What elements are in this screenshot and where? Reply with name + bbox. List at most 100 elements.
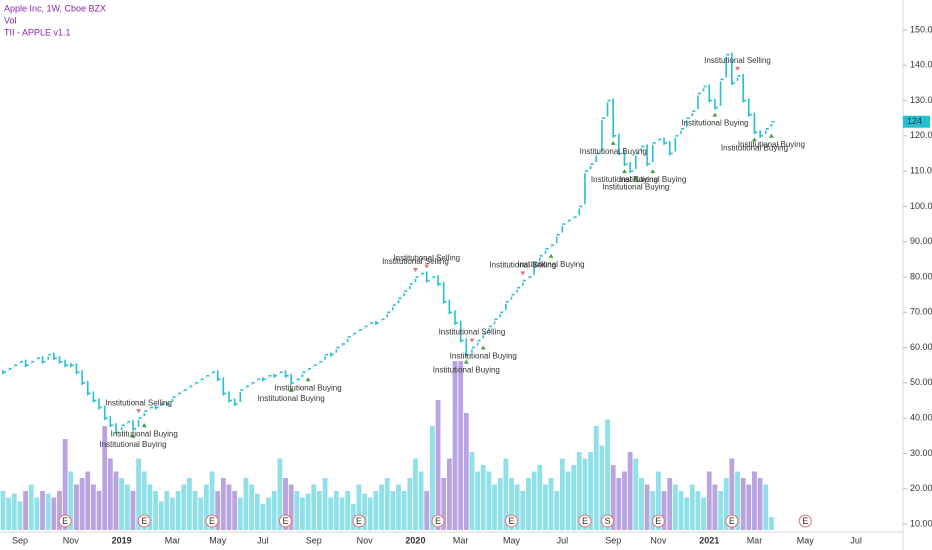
event-marker — [798, 514, 812, 528]
event-label: E — [435, 516, 441, 526]
price-bar — [668, 140, 673, 156]
price-bar — [143, 410, 148, 417]
price-bar — [397, 297, 402, 304]
sell-marker — [424, 264, 430, 269]
buy-marker — [610, 140, 616, 145]
volume-bar — [723, 478, 729, 530]
event-marker — [505, 514, 518, 528]
y-tick-label: 50.00 — [910, 377, 932, 387]
price-bar — [578, 205, 583, 216]
y-tick-label: 40.00 — [910, 413, 932, 423]
volume-bar — [220, 478, 226, 530]
volume-bar — [407, 478, 413, 530]
x-tick-label: Nov — [357, 535, 374, 545]
x-tick-label: Jul — [850, 535, 862, 545]
price-bar — [725, 53, 730, 78]
volume-bar — [559, 458, 565, 530]
volume-bar — [300, 497, 305, 530]
event-marker — [725, 514, 739, 528]
buy-marker — [480, 345, 486, 350]
volume-bar — [497, 478, 503, 530]
x-tick-label: Mar — [747, 535, 763, 545]
volume-bar — [384, 478, 390, 530]
price-bar — [646, 144, 651, 167]
price-bar — [629, 162, 634, 174]
price-bar — [685, 117, 690, 127]
volume-bar — [158, 501, 164, 530]
buy-marker — [650, 169, 656, 174]
price-bar — [98, 398, 103, 410]
price-bar — [126, 420, 131, 424]
event-label: E — [62, 516, 68, 526]
indicator-label: TII - APPLE v1.1 — [4, 27, 71, 37]
volume-bar — [701, 497, 706, 530]
price-bar — [431, 276, 436, 279]
price-bar — [719, 78, 724, 106]
volume-bar — [373, 491, 379, 530]
price-bar — [341, 343, 345, 347]
price-bar — [533, 262, 538, 275]
price-bar — [488, 325, 492, 332]
event-label: E — [141, 516, 147, 526]
volume-bar — [735, 471, 740, 530]
buy-marker — [130, 433, 136, 438]
y-tick-label: 100.00 — [910, 201, 932, 211]
price-bar — [352, 332, 357, 336]
volume-bar — [243, 478, 249, 530]
buy-signal-label: Institutional Buying — [602, 182, 669, 191]
price-bar — [7, 367, 12, 371]
price-bar — [380, 318, 385, 322]
price-bar — [708, 84, 713, 103]
price-bar — [216, 370, 221, 382]
price-bar — [199, 378, 204, 382]
price-bar — [273, 373, 278, 378]
price-bar — [346, 336, 351, 343]
y-tick-label: 120.00 — [910, 130, 932, 140]
price-bar — [132, 419, 136, 431]
event-label: E — [209, 516, 215, 526]
volume-bar — [672, 484, 678, 530]
price-bar — [92, 391, 97, 403]
price-bar — [420, 272, 425, 276]
y-tick-label: 60.00 — [910, 342, 932, 352]
price-bar — [312, 364, 317, 368]
volume-bar — [6, 497, 12, 530]
volume-bar — [74, 484, 79, 530]
price-bar — [160, 403, 165, 407]
volume-bar — [79, 478, 85, 530]
price-bar — [561, 223, 566, 233]
price-bar — [691, 110, 696, 117]
volume-bar — [356, 484, 362, 530]
volume-bar — [28, 484, 34, 530]
volume-bar — [441, 478, 447, 530]
event-marker — [431, 514, 445, 528]
volume-bar — [85, 471, 91, 530]
volume-bar — [96, 491, 102, 530]
volume-bar — [232, 491, 238, 530]
sell-signal-label: Institutional Selling — [439, 328, 506, 337]
volume-bar — [514, 484, 520, 530]
price-bar — [53, 352, 57, 361]
price-bar — [471, 346, 475, 353]
volume-bar — [209, 471, 215, 530]
price-bar — [177, 392, 182, 396]
price-bar — [567, 219, 571, 223]
buy-signal-label: Institutional Buying — [275, 383, 342, 392]
price-bar — [335, 346, 340, 353]
volume-bar — [650, 491, 656, 530]
volume-bar — [712, 484, 718, 530]
price-bar — [137, 417, 142, 427]
event-marker — [205, 514, 219, 528]
price-bar — [75, 363, 80, 375]
volume-bar — [305, 493, 311, 530]
volume-bar — [187, 478, 192, 530]
volume-bar — [571, 465, 577, 530]
price-bar — [697, 92, 701, 110]
volume-bar — [622, 471, 627, 530]
price-bar — [284, 370, 289, 378]
volume-bar — [254, 493, 260, 530]
x-tick-label: Sep — [605, 535, 621, 545]
volume-bar — [565, 471, 571, 530]
price-bar — [555, 233, 560, 244]
price-bar — [714, 98, 718, 110]
